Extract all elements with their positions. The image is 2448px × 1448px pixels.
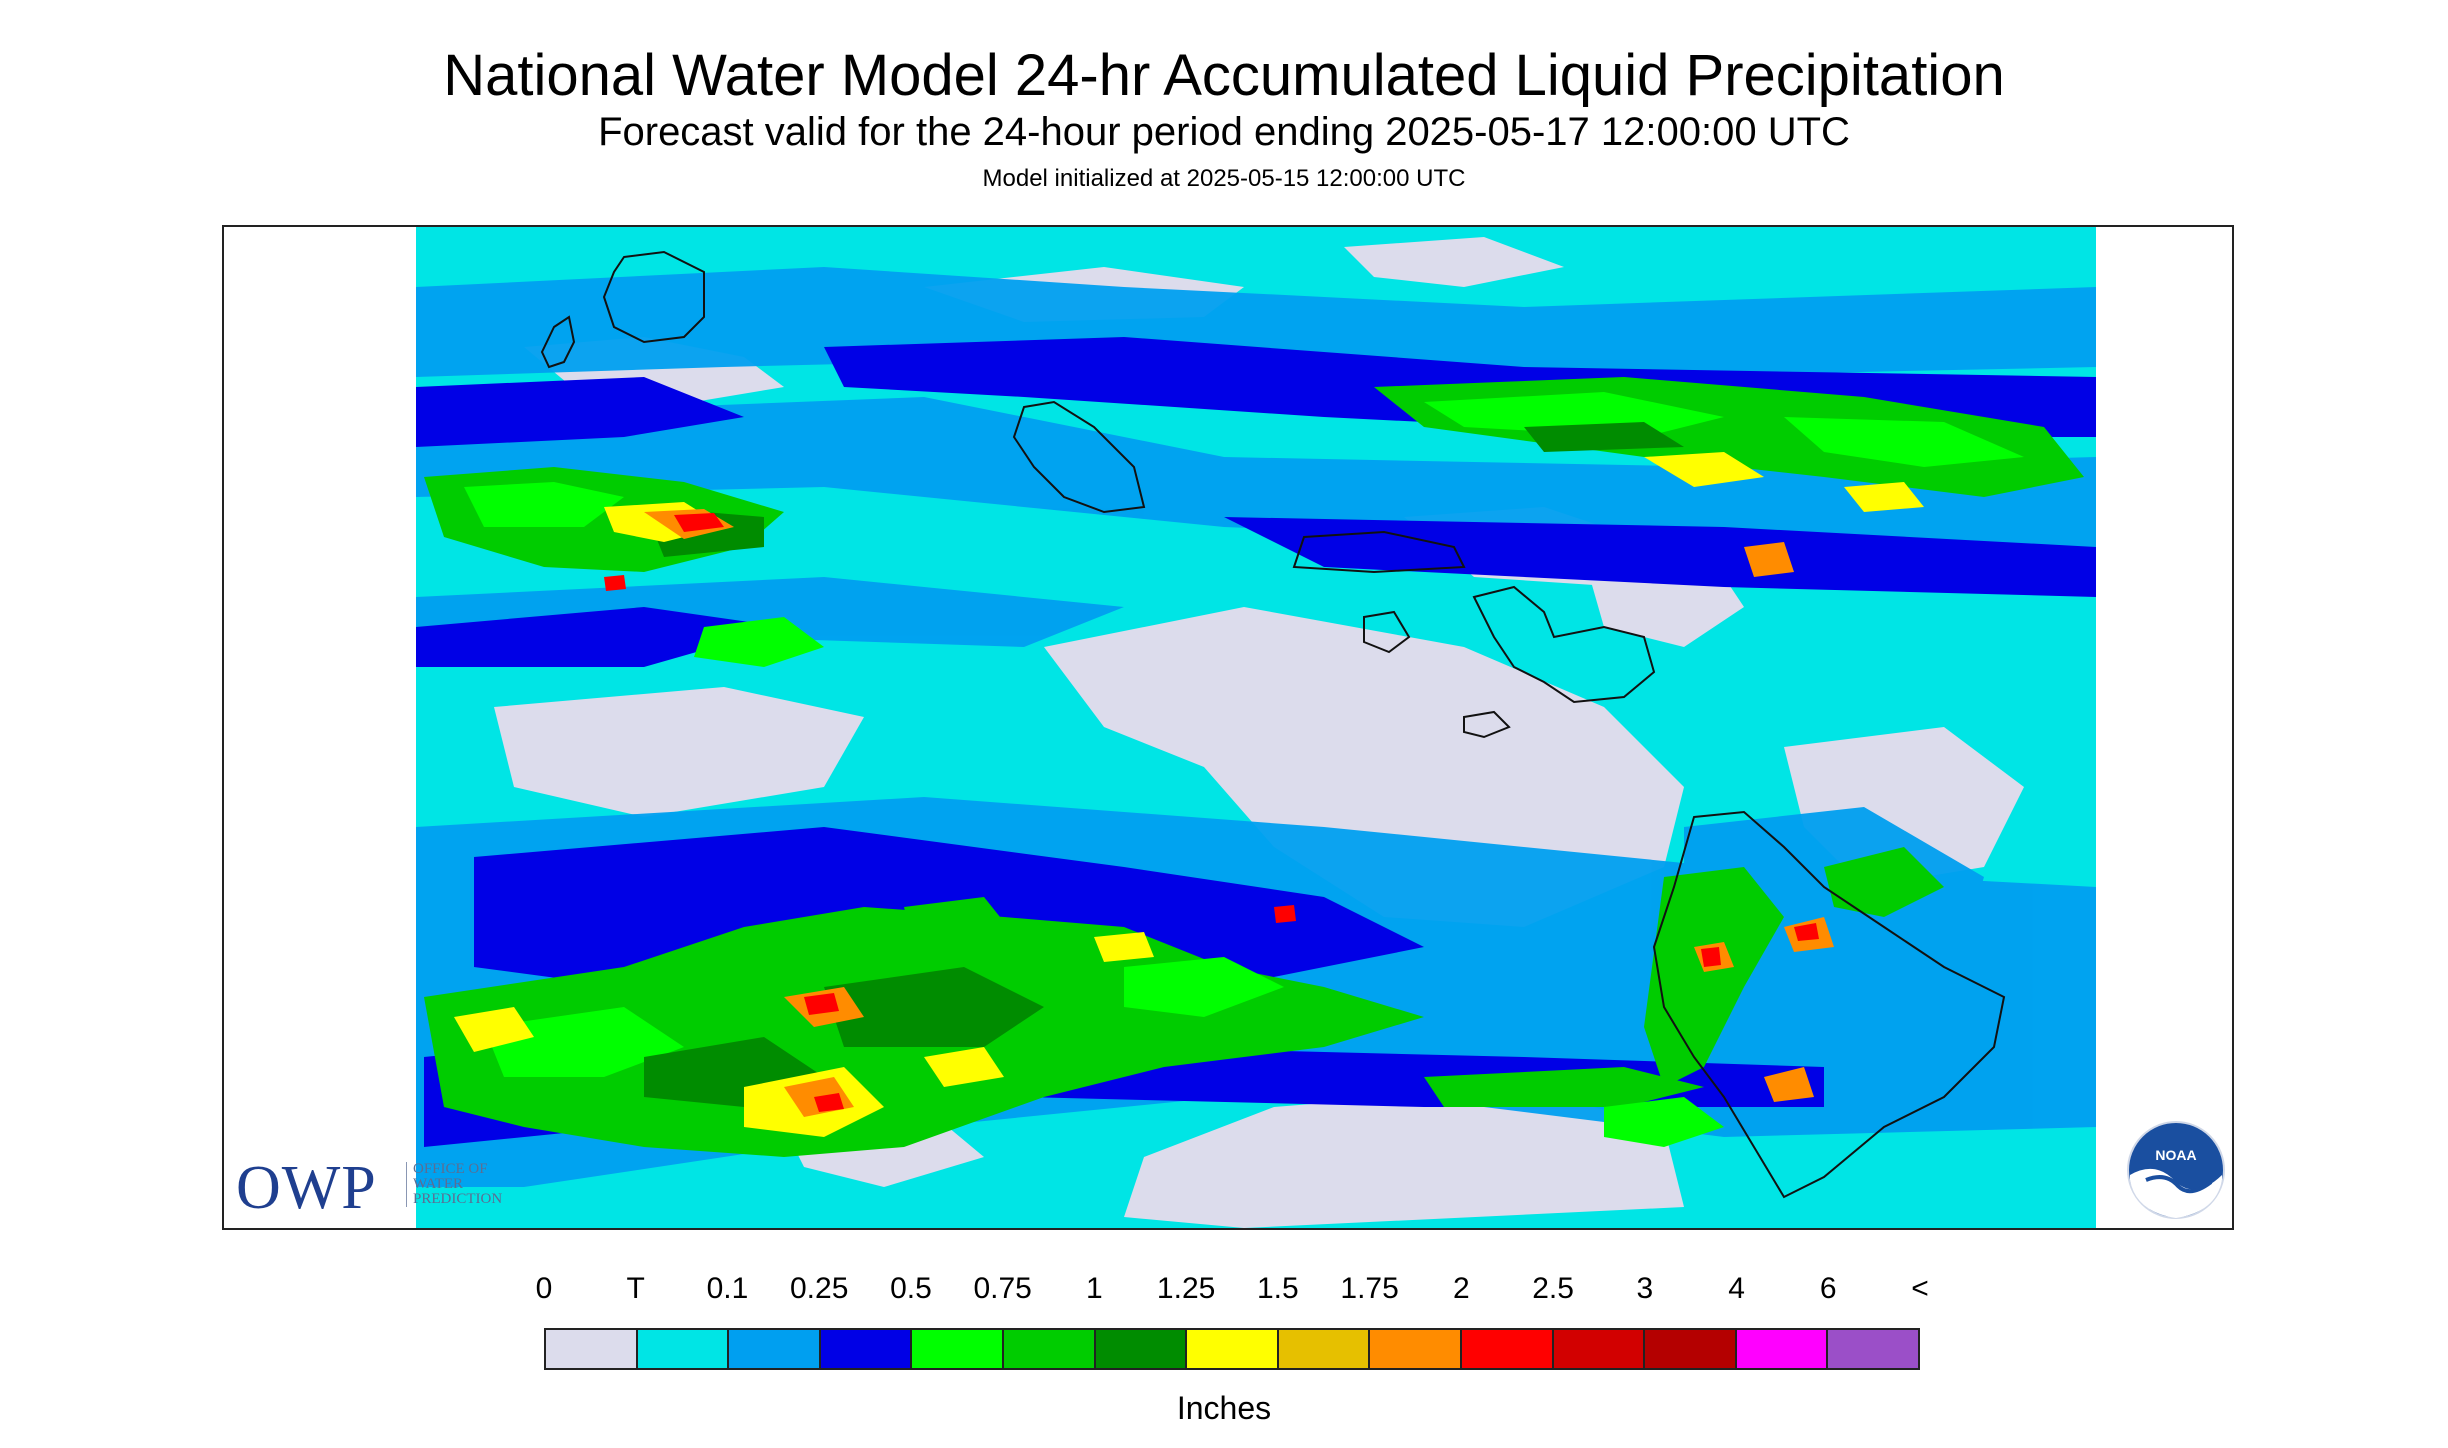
legend-swatch — [1278, 1330, 1371, 1368]
legend-tick-label: T — [626, 1272, 645, 1305]
owp-logo: OWP OFFICE OF WATER PREDICTION — [236, 1154, 556, 1222]
legend-swatch — [820, 1330, 913, 1368]
map-title: National Water Model 24-hr Accumulated L… — [443, 43, 2005, 108]
owp-subtext-line: OFFICE OF — [413, 1161, 488, 1177]
legend-swatch — [1187, 1330, 1279, 1368]
heavy-precip-lightgreen — [464, 392, 2024, 1147]
lanai-coast — [1363, 610, 1411, 654]
owp-subtext-line: PREDICTION — [413, 1191, 503, 1207]
legend-tick-labels: 0 T 0.1 0.25 0.5 0.75 1 1.25 1.5 1.75 2 2.5 3 4 6 < — [0, 1272, 2448, 1312]
legend-tick-label: 3 — [1636, 1272, 1654, 1305]
legend-swatch — [546, 1330, 638, 1368]
legend-tick-label: 0 — [535, 1272, 553, 1305]
noaa-logo: NOAA — [2127, 1121, 2225, 1219]
legend-swatch — [1645, 1330, 1737, 1368]
owp-logo-subtext: OFFICE OF WATER PREDICTION — [406, 1162, 502, 1207]
oahu-coast — [1012, 400, 1146, 514]
legend-units: Inches — [1176, 1390, 1272, 1426]
legend-tick-label: 0.5 — [890, 1272, 932, 1305]
model-init-text: Model initialized at 2025-05-15 12:00:00… — [982, 165, 1466, 192]
legend-swatch — [1095, 1330, 1188, 1368]
legend-swatch — [1370, 1330, 1462, 1368]
maui-coast — [1472, 585, 1656, 704]
legend-swatch — [912, 1330, 1004, 1368]
legend-tick-label: 1.25 — [1156, 1272, 1216, 1305]
legend-tick-label: 1.5 — [1257, 1272, 1299, 1305]
legend-swatch — [1828, 1330, 1918, 1368]
legend-tick-label: 1.75 — [1340, 1272, 1399, 1305]
legend-tick-label: < — [1911, 1272, 1929, 1305]
extreme-precip-red — [604, 513, 1819, 1112]
kauai-coast — [602, 250, 705, 344]
precipitation-map — [222, 225, 2234, 1230]
legend-tick-label: 0.1 — [706, 1272, 749, 1305]
legend-swatch — [1461, 1330, 1554, 1368]
niihau-coast — [540, 315, 576, 369]
map-subtitle: Forecast valid for the 24-hour period en… — [598, 110, 1850, 154]
kahoolawe-coast — [1463, 710, 1511, 739]
legend-tick-label: 4 — [1728, 1272, 1745, 1305]
hawaii-coast — [1652, 810, 2006, 1199]
legend-colorbar — [544, 1328, 1920, 1370]
owp-logo-text: OWP — [236, 1154, 377, 1222]
legend-tick-label: 0.25 — [789, 1272, 849, 1305]
legend-tick-label: 1 — [1086, 1272, 1103, 1305]
noaa-logo-text: NOAA — [2155, 1147, 2196, 1163]
molokai-coast — [1292, 530, 1466, 574]
legend-swatch — [729, 1330, 821, 1368]
legend-tick-label: 0.75 — [973, 1272, 1032, 1305]
legend-swatch — [637, 1330, 730, 1368]
legend-swatch — [1553, 1330, 1646, 1368]
legend-tick-label: 2.5 — [1532, 1272, 1574, 1305]
island-coastlines — [540, 250, 2006, 1199]
legend-tick-label: 2 — [1452, 1272, 1470, 1305]
legend-tick-label: 6 — [1819, 1272, 1837, 1305]
precipitation-map-canvas — [416, 227, 2096, 1228]
owp-subtext-line: WATER — [413, 1176, 463, 1192]
legend-swatch — [1003, 1330, 1096, 1368]
legend-swatch — [1736, 1330, 1829, 1368]
